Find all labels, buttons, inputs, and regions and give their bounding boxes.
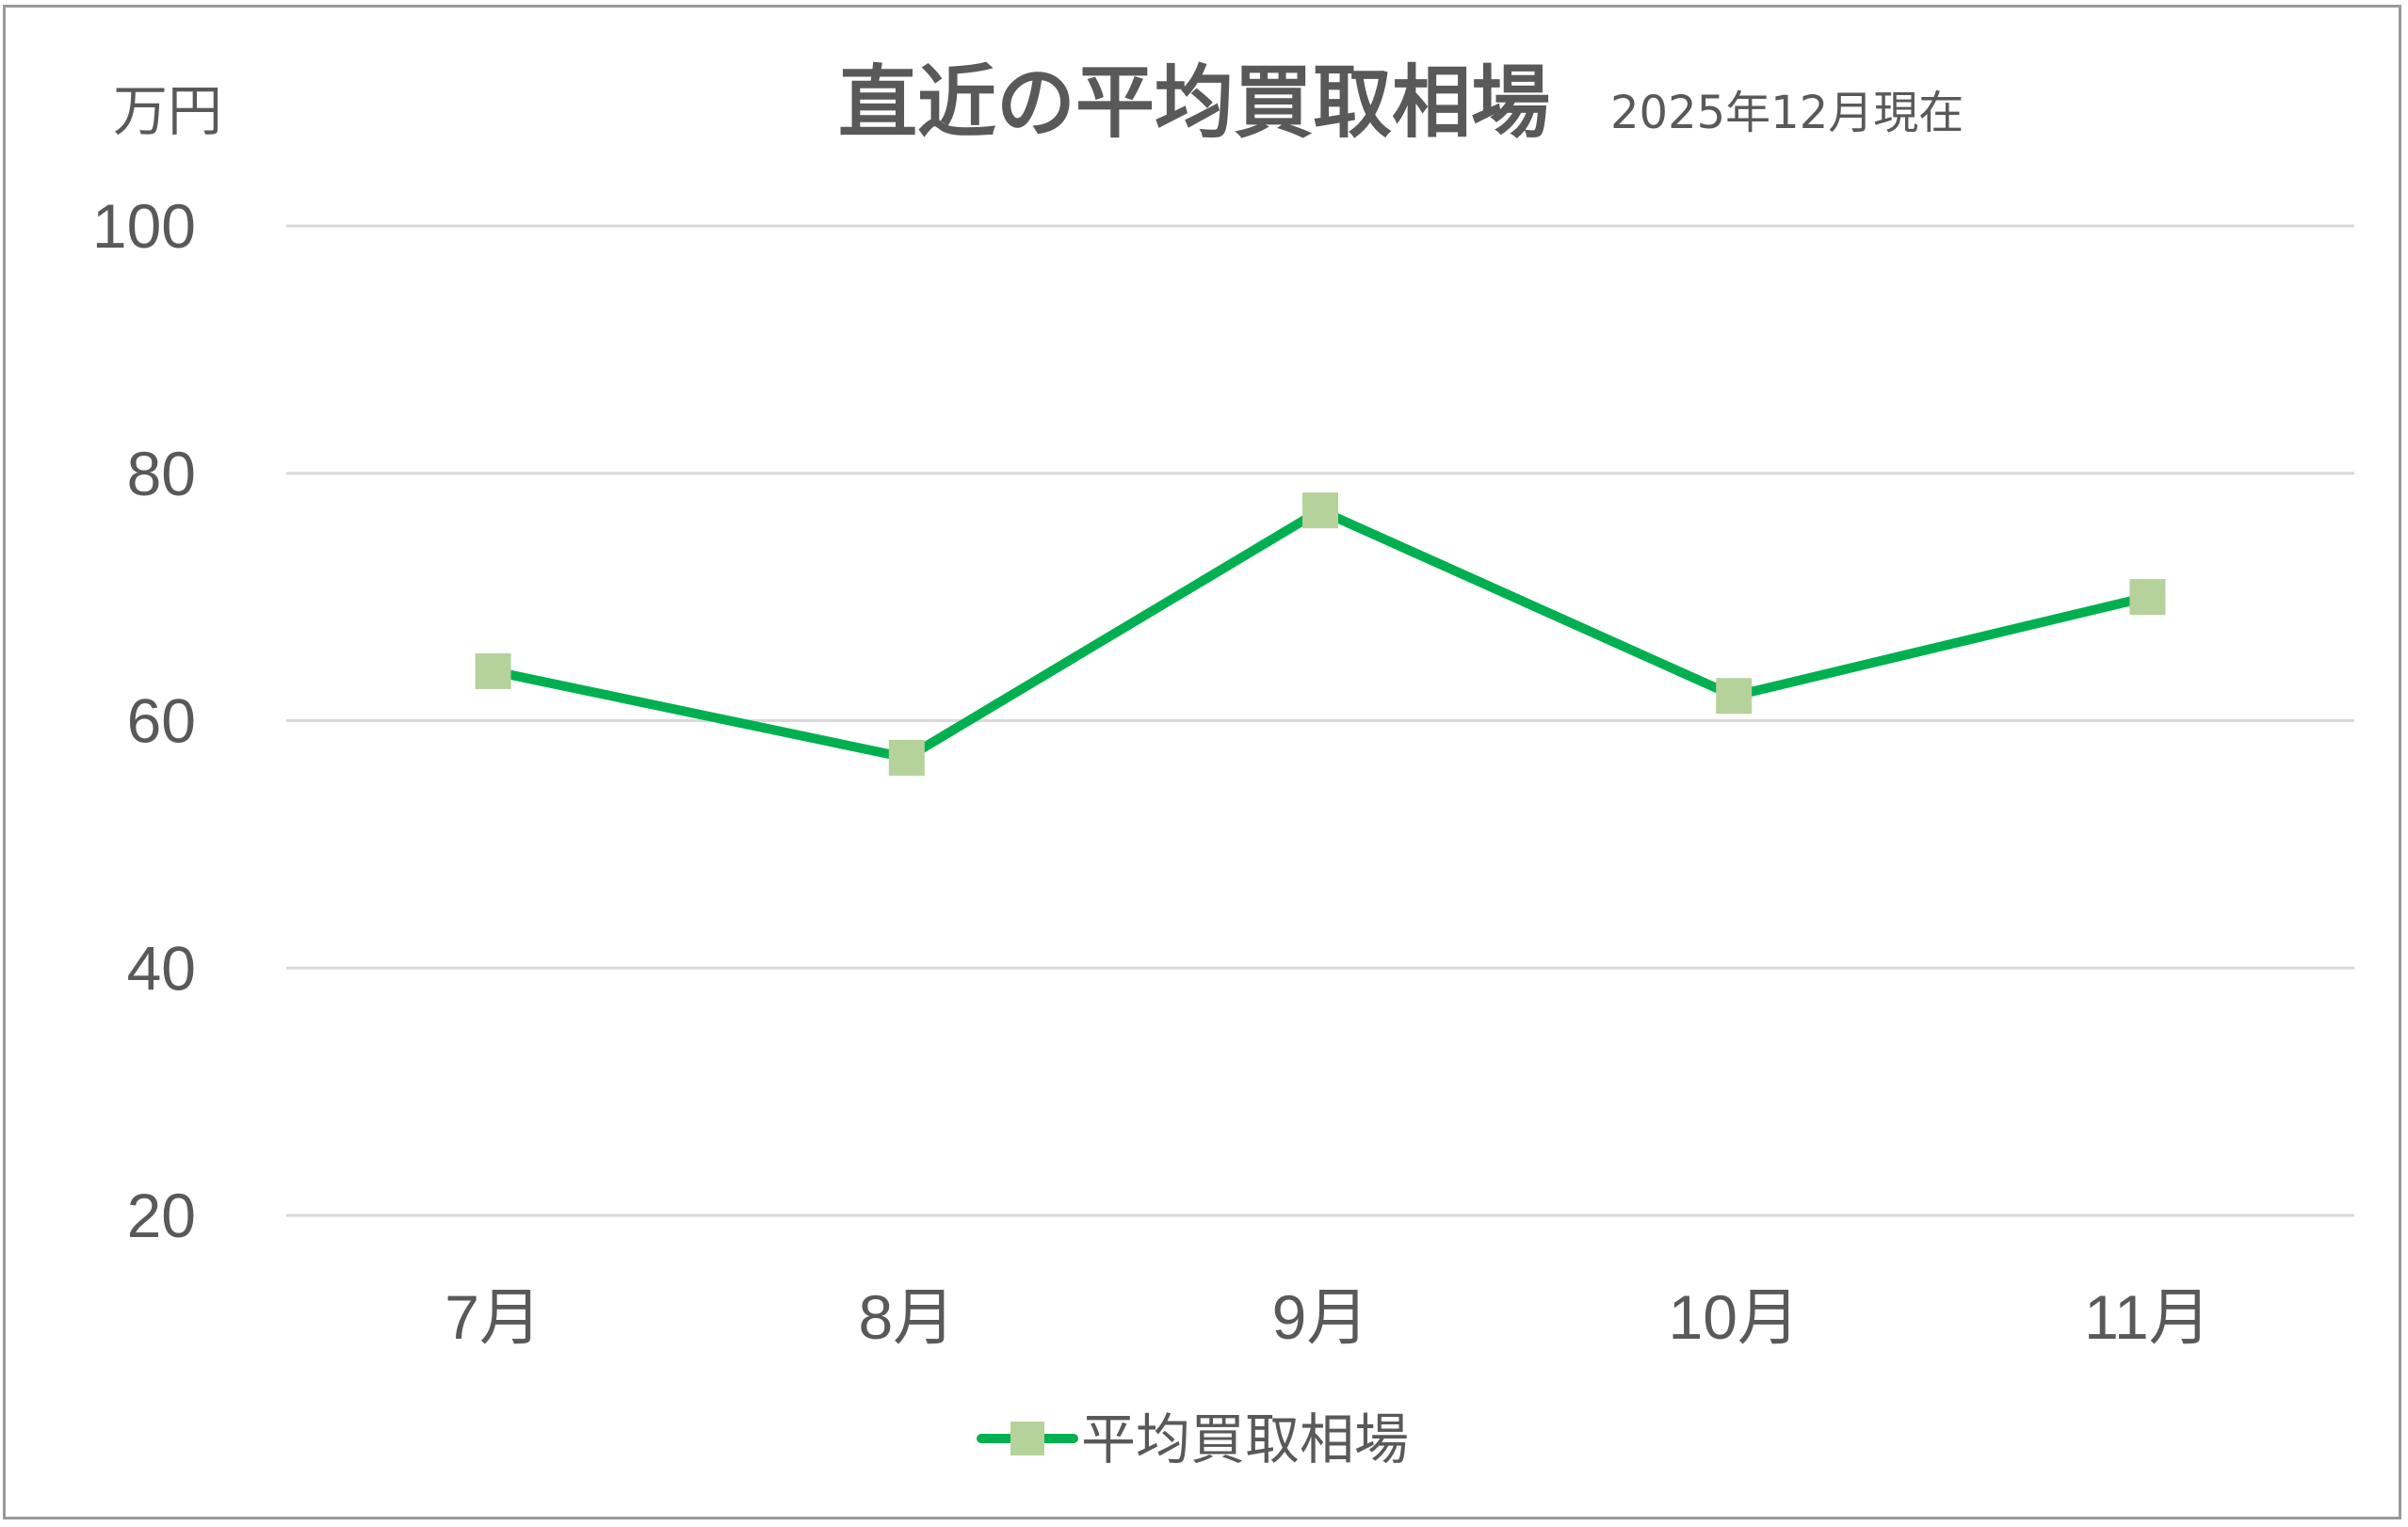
x-tick-label: 7月 bbox=[444, 1282, 541, 1352]
legend-marker-swatch bbox=[1010, 1422, 1044, 1455]
y-tick-label: 80 bbox=[127, 439, 196, 508]
legend: 平均買取相場 bbox=[977, 1407, 1409, 1471]
chart-frame bbox=[3, 5, 2401, 1519]
y-tick-label: 100 bbox=[92, 191, 196, 261]
x-tick-label: 10月 bbox=[1668, 1282, 1799, 1352]
y-tick-label: 60 bbox=[127, 686, 196, 756]
data-point-marker bbox=[1716, 678, 1753, 715]
data-point-marker bbox=[1302, 492, 1338, 529]
y-axis-unit-label: 万円 bbox=[113, 79, 222, 143]
x-tick-label: 9月 bbox=[1272, 1282, 1369, 1352]
data-point-marker bbox=[475, 652, 511, 689]
legend-label: 平均買取相場 bbox=[1081, 1407, 1409, 1471]
data-point-marker bbox=[888, 739, 925, 776]
y-tick-label: 20 bbox=[127, 1181, 196, 1250]
data-point-marker bbox=[2129, 579, 2166, 616]
chart-title: 直近の平均買取相場 bbox=[838, 56, 1550, 149]
x-tick-label: 8月 bbox=[858, 1282, 955, 1352]
y-tick-label: 40 bbox=[127, 933, 196, 1003]
x-tick-label: 11月 bbox=[2084, 1282, 2211, 1352]
chart-subtitle: 2025年12月現在 bbox=[1610, 87, 1964, 139]
